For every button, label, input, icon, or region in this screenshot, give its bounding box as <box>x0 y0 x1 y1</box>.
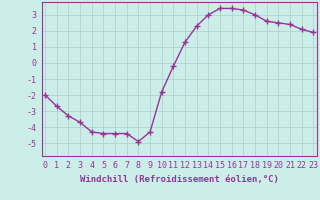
X-axis label: Windchill (Refroidissement éolien,°C): Windchill (Refroidissement éolien,°C) <box>80 175 279 184</box>
